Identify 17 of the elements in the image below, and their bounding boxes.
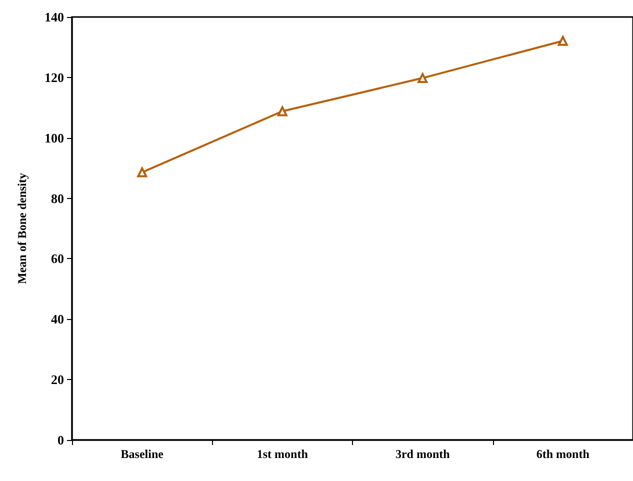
x-tick-label: 6th month <box>536 447 590 461</box>
y-tick-label: 40 <box>51 312 64 327</box>
y-tick-label: 0 <box>58 432 64 448</box>
x-tick-label: 1st month <box>256 447 308 461</box>
x-tick-label: 3rd month <box>395 447 450 461</box>
y-tick-label: 20 <box>51 372 64 388</box>
y-tick-label: 100 <box>44 130 64 146</box>
point <box>137 167 148 178</box>
point <box>418 73 428 84</box>
x-tick-label: Baseline <box>120 447 164 461</box>
y-tick-label: 140 <box>44 10 64 24</box>
y-tick-label: 60 <box>51 251 64 266</box>
y-tick-label: 80 <box>51 190 64 206</box>
point <box>558 36 568 46</box>
y-axis-title: Mean of Bone density <box>15 173 29 284</box>
y-tick-label: 120 <box>44 70 64 85</box>
point <box>277 106 288 116</box>
